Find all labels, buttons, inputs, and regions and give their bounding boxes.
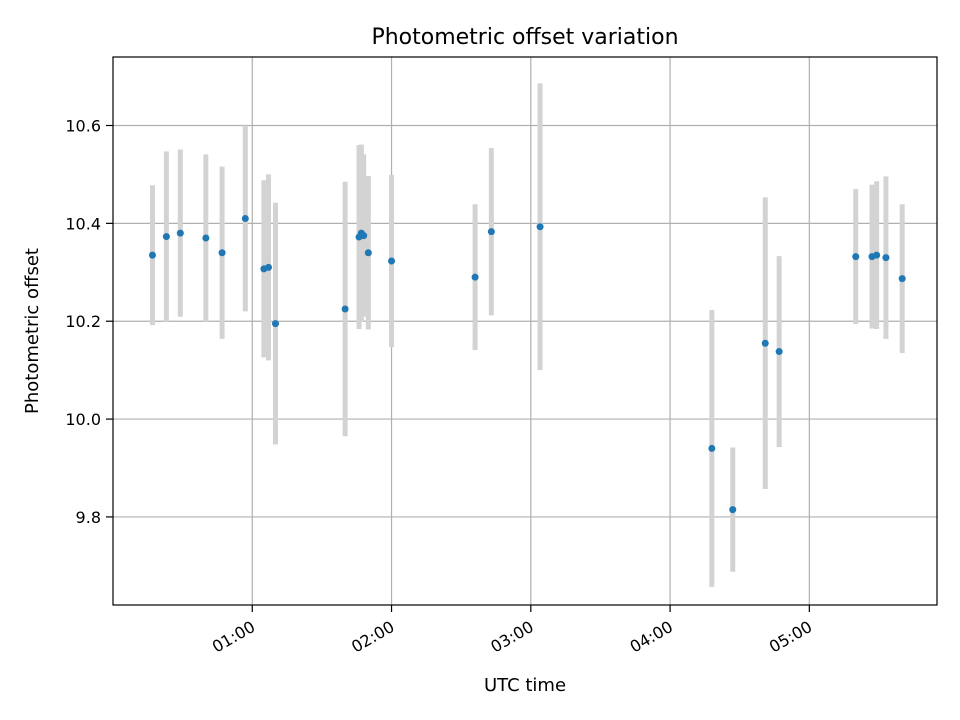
- chart-title: Photometric offset variation: [371, 25, 678, 50]
- data-point: [775, 348, 783, 356]
- data-point: [729, 506, 737, 514]
- plot-frame: [112, 56, 938, 606]
- y-tick-label: 10.4: [65, 214, 101, 233]
- data-point: [148, 251, 156, 259]
- data-point: [218, 249, 226, 257]
- data-point: [487, 228, 495, 236]
- data-point: [360, 232, 368, 240]
- y-tick-label: 9.8: [76, 508, 101, 527]
- data-point: [364, 249, 372, 257]
- x-axis-label: UTC time: [484, 675, 566, 696]
- data-point: [873, 251, 881, 259]
- data-point: [341, 305, 349, 313]
- data-point: [852, 253, 860, 261]
- data-point: [265, 263, 273, 271]
- y-tick-label: 10.0: [65, 410, 101, 429]
- data-point: [388, 257, 396, 265]
- data-point: [708, 444, 716, 452]
- y-axis-ticks: 9.8 10.0 10.2 10.4 10.6: [65, 117, 113, 527]
- plot-area: [113, 57, 937, 605]
- data-point: [761, 339, 769, 347]
- data-point: [471, 273, 479, 281]
- data-point: [241, 214, 249, 222]
- data-point: [176, 229, 184, 237]
- data-point: [898, 275, 906, 283]
- data-point: [536, 223, 544, 231]
- y-tick-label: 10.6: [65, 117, 101, 136]
- data-point: [202, 234, 210, 242]
- data-point: [162, 233, 170, 241]
- data-point: [271, 320, 279, 328]
- y-axis-label: Photometric offset: [22, 248, 43, 414]
- data-points: [148, 214, 906, 514]
- y-tick-label: 10.2: [65, 312, 101, 331]
- data-point: [882, 254, 890, 262]
